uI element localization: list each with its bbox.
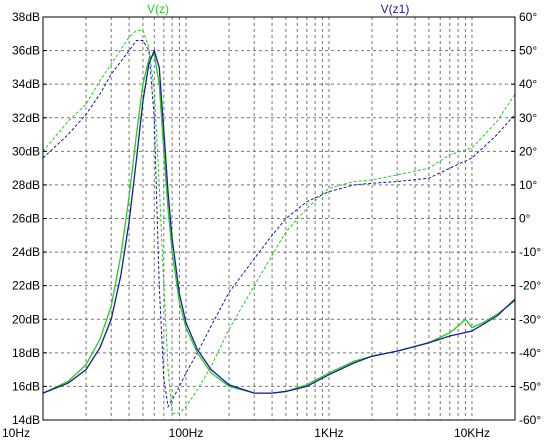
magnitude-line (42, 52, 516, 394)
y-left-tick-label: 24dB (12, 245, 40, 259)
y-left-tick-label: 34dB (12, 77, 40, 91)
y-left-tick-label: 28dB (12, 178, 40, 192)
x-tick-label: 100Hz (169, 426, 204, 440)
y-right-tick-label: 50° (519, 44, 537, 58)
x-tick-label: 1KHz (314, 426, 343, 440)
legend: V(z) V(z1) (147, 2, 409, 16)
y-right-tick-label: 40° (519, 77, 537, 91)
y-right-tick-label: -20° (519, 279, 541, 293)
y-right-tick-label: 0° (519, 212, 531, 226)
magnitude-line (42, 48, 516, 394)
y-left-tick-label: 14dB (12, 413, 40, 427)
y-right-tick-label: 30° (519, 111, 537, 125)
y-left-tick-label: 20dB (12, 312, 40, 326)
phase-line (42, 29, 516, 414)
y-left-tick-label: 36dB (12, 44, 40, 58)
y-left-tick-label: 30dB (12, 144, 40, 158)
y-left-tick-label: 38dB (12, 10, 40, 24)
y-left-tick-label: 26dB (12, 212, 40, 226)
y-left-tick-label: 32dB (12, 111, 40, 125)
y-right-tick-label: -30° (519, 312, 541, 326)
y-right-tick-label: 60° (519, 10, 537, 24)
tick-labels: 14dB 16dB 18dB 20dB 22dB 24dB 26dB 28dB 30dB 32dB… (2, 10, 541, 440)
y-left-tick-label: 16dB (12, 379, 40, 393)
y-right-tick-label: -60° (519, 413, 541, 427)
legend-entry: V(z1) (381, 2, 410, 16)
y-left-tick-label: 18dB (12, 346, 40, 360)
phase-line (42, 40, 516, 409)
y-left-tick-label: 22dB (12, 279, 40, 293)
y-right-tick-label: -50° (519, 379, 541, 393)
legend-entry: V(z) (147, 2, 169, 16)
y-right-tick-label: -40° (519, 346, 541, 360)
y-right-tick-label: -10° (519, 245, 541, 259)
grid (43, 17, 515, 420)
series-layer (42, 29, 516, 414)
y-right-tick-label: 10° (519, 178, 537, 192)
x-tick-label: 10KHz (454, 426, 490, 440)
y-right-tick-label: 20° (519, 144, 537, 158)
x-tick-label: 10Hz (2, 426, 30, 440)
